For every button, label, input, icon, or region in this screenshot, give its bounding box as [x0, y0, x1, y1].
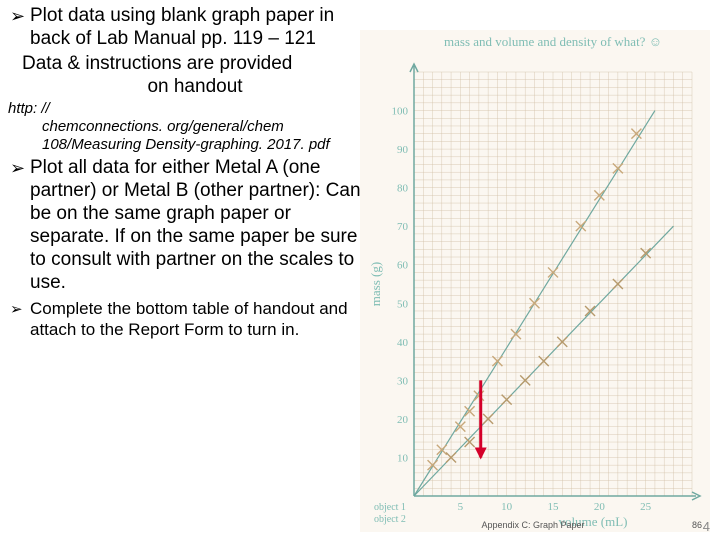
svg-text:15: 15 [548, 501, 560, 513]
svg-text:10: 10 [397, 452, 409, 464]
bullet-glyph: ➢ [8, 4, 30, 28]
bullet-3-text: Complete the bottom table of handout and… [30, 298, 368, 340]
svg-text:5: 5 [458, 501, 464, 513]
svg-text:20: 20 [397, 414, 409, 426]
bullet-2-row: ➢ Plot all data for either Metal A (one … [8, 156, 368, 294]
bullet-1-row: ➢ Plot data using blank graph paper in b… [8, 4, 368, 50]
bullet-glyph: ➢ [8, 156, 30, 180]
svg-text:40: 40 [397, 337, 409, 349]
text-column: ➢ Plot data using blank graph paper in b… [8, 4, 368, 342]
bullet-3-row: ➢ Complete the bottom table of handout a… [8, 298, 368, 340]
svg-text:10: 10 [501, 501, 513, 513]
svg-text:Appendix C: Graph Paper: Appendix C: Graph Paper [481, 520, 584, 530]
svg-text:50: 50 [397, 298, 409, 310]
bullet-glyph: ➢ [8, 298, 30, 322]
url-rest: chemconnections. org/general/chem 108/Me… [8, 118, 368, 154]
bullet-2-text: Plot all data for either Metal A (one pa… [30, 156, 368, 294]
svg-text:mass (g): mass (g) [368, 262, 383, 306]
page-number: 4 [703, 519, 710, 534]
url-head: http: // [8, 100, 368, 118]
svg-text:mass and volume and density of: mass and volume and density of what? ☺ [444, 34, 662, 49]
bullet-1-sub: Data & instructions are providedon hando… [8, 52, 368, 98]
svg-text:object 1: object 1 [374, 502, 406, 513]
svg-text:80: 80 [397, 183, 409, 195]
svg-text:70: 70 [397, 221, 409, 233]
svg-text:100: 100 [392, 106, 409, 118]
svg-text:60: 60 [397, 260, 409, 272]
svg-text:20: 20 [594, 501, 606, 513]
svg-text:object 2: object 2 [374, 514, 406, 525]
svg-text:30: 30 [397, 375, 409, 387]
graph-paper-scan: 10 20 30 40 50 60 70 80 90 100 5 10 15 20 25 mass and v… [360, 30, 710, 532]
svg-text:25: 25 [640, 501, 652, 513]
svg-text:86: 86 [692, 520, 702, 530]
bullet-1-text: Plot data using blank graph paper in bac… [30, 4, 368, 50]
svg-text:90: 90 [397, 144, 409, 156]
url-block: http: // chemconnections. org/general/ch… [8, 100, 368, 154]
